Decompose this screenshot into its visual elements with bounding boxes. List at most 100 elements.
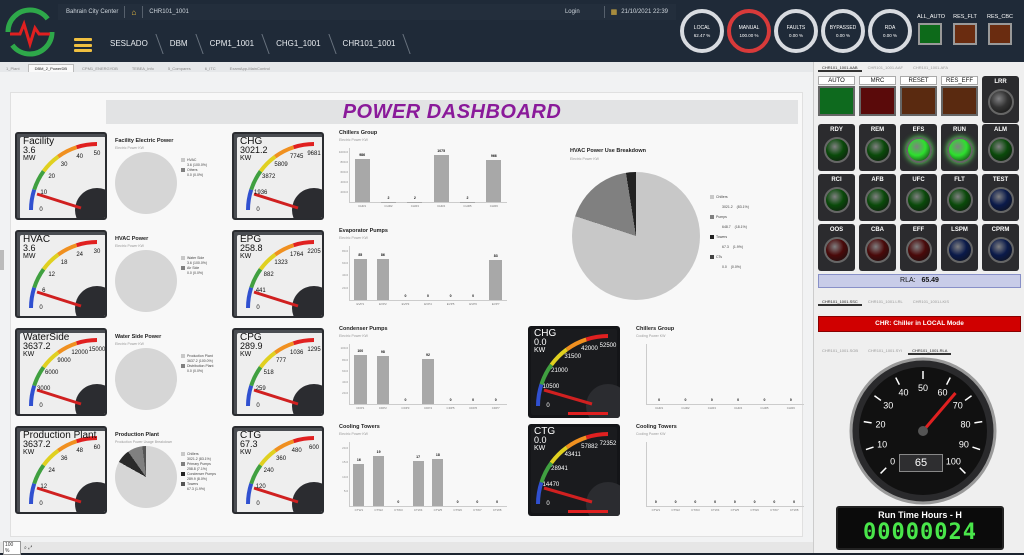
lamp-lspm[interactable]: LSPM: [941, 224, 978, 271]
ctrl-button-res-eff[interactable]: RES_EFF: [941, 76, 978, 116]
category-label: CTW8: [787, 508, 801, 512]
tab-lrl[interactable]: CHR101_1001.LRL: [864, 298, 907, 306]
lamp-eff[interactable]: EFF: [900, 224, 937, 271]
tab-plant[interactable]: 1_Plant: [0, 65, 26, 72]
lamp-label: RUN: [941, 127, 978, 133]
zoom-field[interactable]: 100 %: [3, 541, 21, 555]
category-label: CTW5: [431, 508, 445, 512]
bar-value-label: 0: [444, 398, 458, 402]
lamp-lrr[interactable]: LRR: [982, 76, 1019, 123]
chart-subtitle: Cooling Power KW: [636, 334, 665, 338]
pie-title: HVAC Power: [115, 236, 148, 242]
rla-digital-readout: 65: [899, 454, 943, 472]
tab-itc[interactable]: 6_ITC: [199, 65, 222, 72]
tab-sob[interactable]: CHR101_1001.SOB: [818, 347, 862, 355]
top-crumb[interactable]: CHR101_1001: [149, 9, 189, 15]
tab-maincontrol[interactable]: ExamApp-MainControl: [224, 65, 276, 72]
lamp-rci[interactable]: RCI: [818, 174, 855, 221]
app-logo-icon[interactable]: [4, 6, 56, 58]
lamp-oos[interactable]: OOS: [818, 224, 855, 271]
login-link[interactable]: Login: [565, 9, 580, 15]
lamp-cba[interactable]: CBA: [859, 224, 896, 271]
ctrl-button-auto[interactable]: AUTO: [818, 76, 855, 116]
legend-label: Towers: [187, 482, 198, 486]
crumb-chr[interactable]: CHR101_1001: [333, 32, 408, 56]
lamp-test[interactable]: TEST: [982, 174, 1019, 221]
hamburger-menu-icon[interactable]: [72, 36, 94, 54]
tab-energydb[interactable]: CPM1_ENERGYDB: [76, 65, 124, 72]
gauge-tick-label: 28941: [547, 466, 571, 472]
crumb-chg[interactable]: CHG1_1001: [266, 32, 332, 56]
tab-syi[interactable]: CHR101_1001.SYI: [864, 347, 906, 355]
gauge-tick-label: 0: [246, 501, 270, 507]
bar-value-label: 0: [652, 398, 666, 402]
tab-afa[interactable]: CHR101_1001.AFA: [909, 64, 952, 72]
lamp-efs[interactable]: EFS: [900, 124, 937, 171]
category-label: EVP6: [466, 302, 480, 306]
gauge-tick-label: 0: [29, 305, 53, 311]
lamp-rdy[interactable]: RDY: [818, 124, 855, 171]
calendar-icon: ▦: [611, 8, 618, 16]
tab-aab[interactable]: CHR101_1001.AAB: [818, 64, 862, 72]
lamp-flt[interactable]: FLT: [941, 174, 978, 221]
tab-powerdb[interactable]: DBM_2_PowerDB: [28, 64, 74, 72]
tab-info[interactable]: TEBEA_Info: [126, 65, 160, 72]
tab-aaf[interactable]: CHR101_1001.AAF: [864, 64, 907, 72]
lamp-rem[interactable]: REM: [859, 124, 896, 171]
tab-lkis[interactable]: CHR101_1001.LKIS: [909, 298, 953, 306]
lamp-afb[interactable]: AFB: [859, 174, 896, 221]
lamp-light-icon: [824, 137, 850, 163]
gauge-value: 0.0: [534, 338, 547, 347]
tab-compares[interactable]: 5_Compares: [162, 65, 197, 72]
bar-value-label: 16: [352, 458, 366, 462]
chart-bar: [434, 155, 449, 202]
ctrl-button-label: RES_EFF: [941, 76, 978, 85]
crumb-cpm[interactable]: CPM1_1001: [200, 32, 266, 56]
lamp-run[interactable]: RUN: [941, 124, 978, 171]
left-scroll-handle[interactable]: [0, 250, 4, 270]
lamp-ufc[interactable]: UFC: [900, 174, 937, 221]
chart-bar: [422, 359, 435, 404]
hvac-breakdown-pie: [572, 172, 700, 300]
rla-tick-label: 10: [877, 439, 887, 449]
res-flt-button[interactable]: RES_FLT: [952, 14, 978, 45]
ctrl-button-reset[interactable]: RESET: [900, 76, 937, 116]
all-auto-button[interactable]: ALL_AUTO: [917, 14, 943, 45]
bar-value-label: 85: [353, 253, 367, 257]
bottom-bar: 100 % ⌕ ⤢: [0, 542, 813, 553]
gauge-unit: MW: [23, 253, 35, 260]
lamp-alm[interactable]: ALM: [982, 124, 1019, 171]
category-label: CTW6: [451, 508, 465, 512]
gauge-value: 289.9: [240, 342, 263, 351]
lamp-label: FLT: [941, 177, 978, 183]
hvac-breakdown-sub: Electric Power KW: [570, 157, 599, 161]
crumb-dbm[interactable]: DBM: [160, 32, 200, 56]
gauge-tick-label: 1295: [302, 347, 324, 353]
gauge-value: 3637.2: [23, 342, 51, 351]
tab-rla[interactable]: CHR101_1001.RLA: [908, 347, 951, 355]
lamp-label: LSPM: [941, 227, 978, 233]
home-icon[interactable]: ⌂: [131, 8, 136, 17]
res-cbc-button[interactable]: RES_CBC: [987, 14, 1013, 45]
bar-value-label: 0: [787, 500, 801, 504]
y-tick-label: 400.0: [335, 180, 348, 184]
lamp-cprm[interactable]: CPRM: [982, 224, 1019, 271]
zoom-icon[interactable]: ⌕ ⤢: [24, 545, 32, 551]
gauge-tick-label: 259: [249, 386, 273, 392]
lamp-light-icon: [824, 237, 850, 263]
ctrl-button-mrc[interactable]: MRC: [859, 76, 896, 116]
gauge-tick-label: 21000: [547, 368, 571, 374]
tab-ssc[interactable]: CHR101_1001.SSC: [818, 298, 862, 306]
bar-value-label: 2: [461, 196, 475, 200]
crumb-seslado[interactable]: SESLADO: [100, 32, 160, 56]
